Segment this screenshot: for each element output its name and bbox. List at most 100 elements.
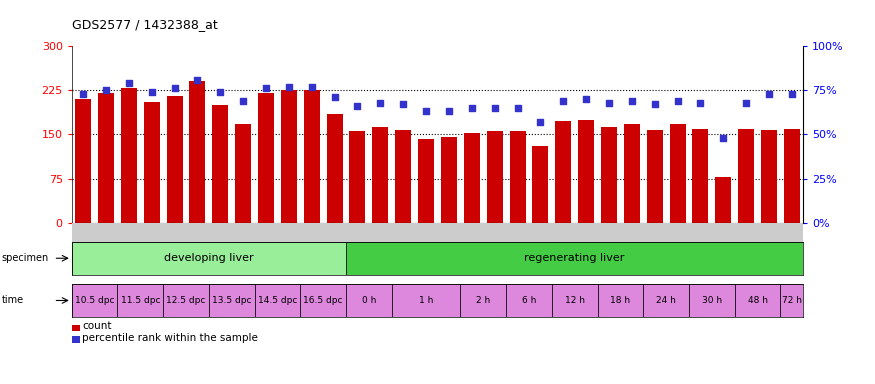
Point [785, 91, 799, 97]
Point [556, 98, 570, 104]
Bar [669, 124, 685, 223]
Text: 24 h: 24 h [656, 296, 676, 305]
Bar [715, 177, 732, 223]
Text: 30 h: 30 h [702, 296, 722, 305]
Point [739, 99, 753, 106]
Point [168, 85, 182, 91]
Bar [441, 137, 457, 223]
Text: percentile rank within the sample: percentile rank within the sample [82, 333, 258, 343]
Point [579, 96, 593, 102]
Point [534, 119, 548, 125]
Point [419, 108, 433, 114]
Text: 12 h: 12 h [564, 296, 584, 305]
Text: GDS2577 / 1432388_at: GDS2577 / 1432388_at [72, 18, 218, 31]
Bar [509, 131, 526, 223]
Point [236, 98, 250, 104]
Bar [487, 131, 502, 223]
Text: 12.5 dpc: 12.5 dpc [166, 296, 206, 305]
Bar [190, 81, 206, 223]
Text: 0 h: 0 h [361, 296, 376, 305]
Point [442, 108, 456, 114]
Bar [460, 284, 506, 317]
Point [670, 98, 684, 104]
Point [99, 87, 113, 93]
Bar [689, 284, 735, 317]
Text: 2 h: 2 h [476, 296, 490, 305]
Point [76, 91, 90, 97]
Text: 13.5 dpc: 13.5 dpc [212, 296, 251, 305]
Bar [98, 93, 114, 223]
Point [144, 89, 158, 95]
Bar [72, 242, 346, 275]
Bar [784, 129, 800, 223]
Text: 6 h: 6 h [522, 296, 536, 305]
Point [122, 80, 136, 86]
Bar [346, 242, 803, 275]
Point [602, 99, 616, 106]
Point [717, 135, 731, 141]
Point [396, 101, 410, 108]
Bar [326, 114, 343, 223]
Point [465, 105, 479, 111]
Bar [235, 124, 251, 223]
Point [259, 85, 273, 91]
Bar [164, 284, 209, 317]
Point [327, 94, 341, 100]
Point [214, 89, 228, 95]
Bar [209, 284, 255, 317]
Bar [578, 120, 594, 223]
Bar [552, 284, 598, 317]
Text: 48 h: 48 h [747, 296, 767, 305]
Text: count: count [82, 321, 112, 331]
Bar [392, 284, 460, 317]
Bar [692, 129, 709, 223]
Bar [121, 88, 136, 223]
Point [693, 99, 707, 106]
Bar [346, 284, 392, 317]
Bar [213, 105, 228, 223]
Bar [72, 284, 117, 317]
Bar [373, 127, 388, 223]
Point [487, 105, 501, 111]
Text: specimen: specimen [2, 253, 49, 263]
Bar [304, 90, 319, 223]
Bar [532, 146, 549, 223]
Text: 72 h: 72 h [782, 296, 802, 305]
Bar [300, 284, 346, 317]
Bar [780, 284, 803, 317]
Text: 14.5 dpc: 14.5 dpc [258, 296, 298, 305]
Point [762, 91, 776, 97]
Bar [281, 90, 297, 223]
Bar [117, 284, 164, 317]
Bar [255, 284, 300, 317]
Point [351, 103, 365, 109]
Point [191, 76, 205, 83]
Text: 1 h: 1 h [419, 296, 433, 305]
Point [648, 101, 662, 108]
Bar [556, 121, 571, 223]
Bar [761, 130, 777, 223]
Bar [647, 130, 662, 223]
Bar [506, 284, 552, 317]
Point [510, 105, 524, 111]
Text: 10.5 dpc: 10.5 dpc [75, 296, 115, 305]
Bar [144, 102, 160, 223]
Bar [643, 284, 689, 317]
Point [304, 84, 318, 90]
Bar [396, 130, 411, 223]
Bar [75, 99, 91, 223]
Bar [418, 139, 434, 223]
Point [374, 99, 388, 106]
Bar [598, 284, 643, 317]
Bar [738, 129, 754, 223]
Bar [349, 131, 366, 223]
Bar [258, 93, 274, 223]
Text: time: time [2, 295, 24, 306]
Bar [624, 124, 640, 223]
Text: 18 h: 18 h [611, 296, 630, 305]
Bar [735, 284, 780, 317]
Point [282, 84, 296, 90]
Text: developing liver: developing liver [164, 253, 254, 263]
Bar [166, 96, 183, 223]
Text: regenerating liver: regenerating liver [524, 253, 625, 263]
